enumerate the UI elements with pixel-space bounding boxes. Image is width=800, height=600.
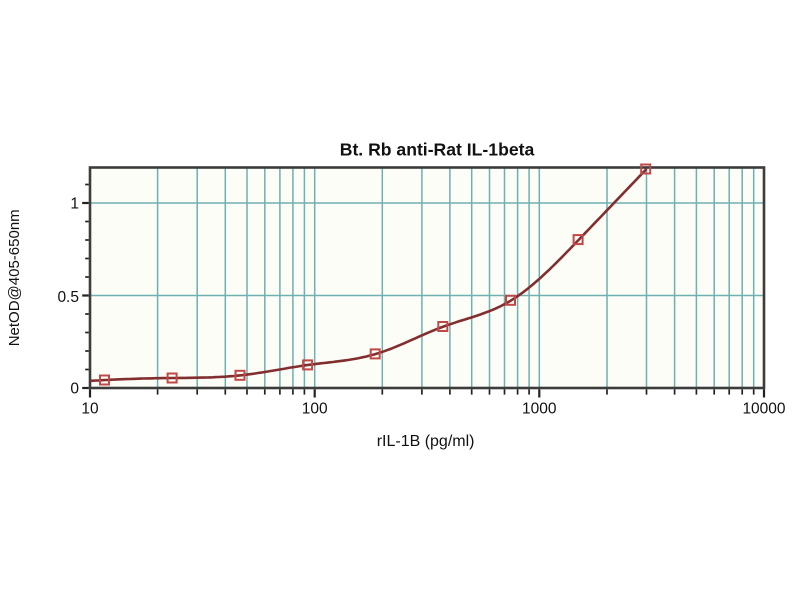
svg-text:1: 1 xyxy=(70,195,79,212)
svg-text:0: 0 xyxy=(70,380,79,397)
svg-text:10: 10 xyxy=(81,401,99,418)
svg-text:0.5: 0.5 xyxy=(57,289,79,306)
svg-text:Bt. Rb anti-Rat IL-1beta: Bt. Rb anti-Rat IL-1beta xyxy=(340,140,535,160)
svg-text:NetOD@405-650nm: NetOD@405-650nm xyxy=(6,209,23,346)
svg-text:100: 100 xyxy=(302,401,328,418)
svg-text:1000: 1000 xyxy=(522,401,557,418)
svg-text:rIL-1B (pg/ml): rIL-1B (pg/ml) xyxy=(377,433,475,450)
svg-text:10000: 10000 xyxy=(742,401,785,418)
